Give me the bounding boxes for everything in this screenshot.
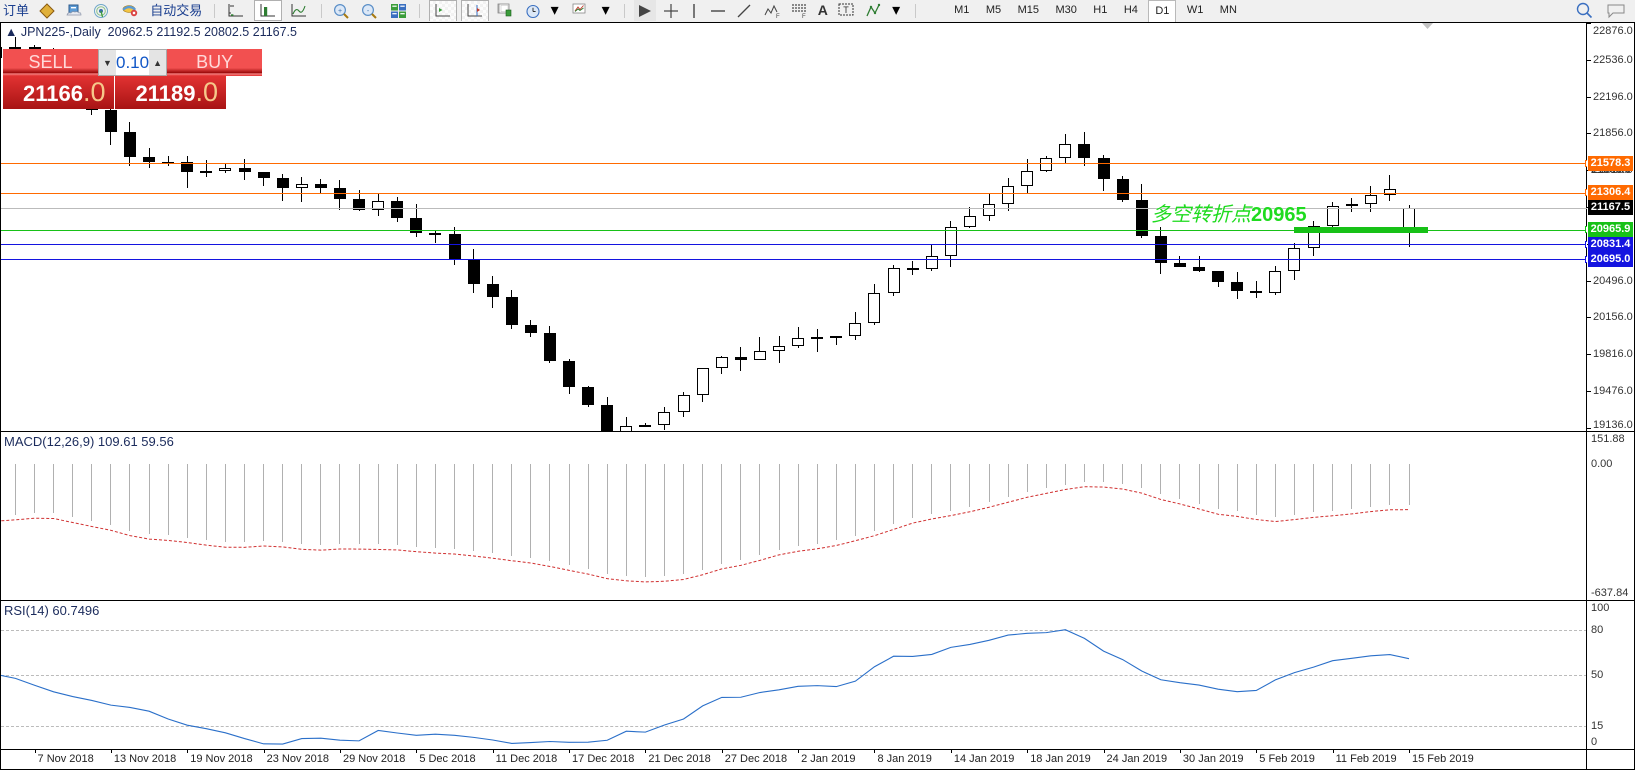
svg-text:+: +	[338, 8, 342, 15]
svg-text:F: F	[802, 14, 806, 19]
svg-text:T: T	[844, 5, 850, 15]
svg-text:F: F	[776, 14, 780, 19]
